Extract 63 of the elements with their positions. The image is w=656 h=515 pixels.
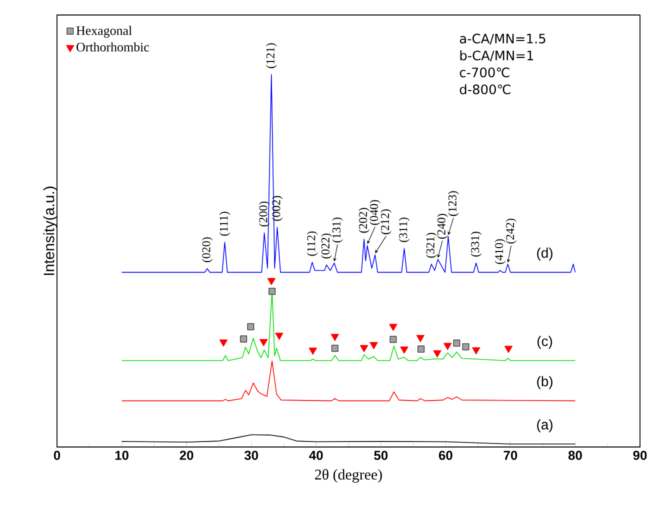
x-tick-label: 60 xyxy=(438,450,452,460)
annotation: (212) xyxy=(380,209,392,234)
annotation: (331) xyxy=(470,232,482,257)
annotation: d-800℃ xyxy=(460,84,510,94)
x-tick-label: 0 xyxy=(54,450,60,460)
annotation: (202) xyxy=(358,208,370,233)
annotation: (242) xyxy=(506,218,517,244)
x-tick-label: 70 xyxy=(504,450,518,460)
point xyxy=(504,346,513,354)
point xyxy=(416,335,425,342)
text: b-CA/MN=1 xyxy=(460,50,534,62)
legend-label: Hexagonal xyxy=(76,26,132,38)
x-axis-title: 2θ (degree) xyxy=(315,469,382,483)
annotation: (321) xyxy=(426,232,437,258)
x-tick-label: 20 xyxy=(180,450,194,460)
annotation: (b) xyxy=(537,376,552,390)
annotation: (410) xyxy=(494,239,506,264)
annotation: (240) xyxy=(437,214,448,239)
annotation: (123) xyxy=(448,191,459,216)
point xyxy=(360,345,368,352)
annotation: (020) xyxy=(202,237,213,262)
point xyxy=(260,339,268,346)
x-tick-label: 10 xyxy=(115,450,128,460)
annotation: (022) xyxy=(321,234,332,258)
annotation: (c) xyxy=(538,336,552,349)
annotation: (a) xyxy=(537,419,552,432)
annotation: (040) xyxy=(370,200,380,225)
point xyxy=(400,346,408,354)
point xyxy=(453,340,460,347)
point xyxy=(240,336,247,342)
point xyxy=(267,278,276,286)
x-tick-label: 50 xyxy=(374,450,388,460)
point xyxy=(433,350,442,358)
x-tick-label: 90 xyxy=(633,450,647,460)
annotation: (311) xyxy=(398,218,410,242)
annotation: (002) xyxy=(272,196,283,221)
annotation: c-700℃ xyxy=(460,68,510,78)
point xyxy=(390,336,397,343)
annotation: (121) xyxy=(266,43,277,68)
point xyxy=(389,324,398,332)
annotation: (200) xyxy=(258,202,270,226)
point xyxy=(219,339,228,347)
x-tick-label: 80 xyxy=(568,450,582,460)
point xyxy=(472,347,480,355)
point xyxy=(275,332,284,340)
point xyxy=(462,343,470,350)
x-tick-label: 40 xyxy=(309,450,323,460)
point xyxy=(268,288,276,295)
annotation: (d) xyxy=(537,248,552,261)
point xyxy=(443,342,452,350)
text: a-CA/MN=1.5 xyxy=(460,34,546,44)
point xyxy=(247,323,254,330)
x-tick-label: 30 xyxy=(244,450,258,460)
point xyxy=(370,342,378,350)
point xyxy=(330,334,340,342)
legend-label: Orthorhombic xyxy=(76,42,149,52)
annotation: (112) xyxy=(306,231,318,256)
annotation: (131) xyxy=(332,218,343,242)
point xyxy=(308,348,318,355)
point xyxy=(418,346,424,352)
y-axis-title: Intensity(a.u.) xyxy=(43,186,58,275)
annotation: (111) xyxy=(219,212,230,236)
point xyxy=(331,344,338,352)
